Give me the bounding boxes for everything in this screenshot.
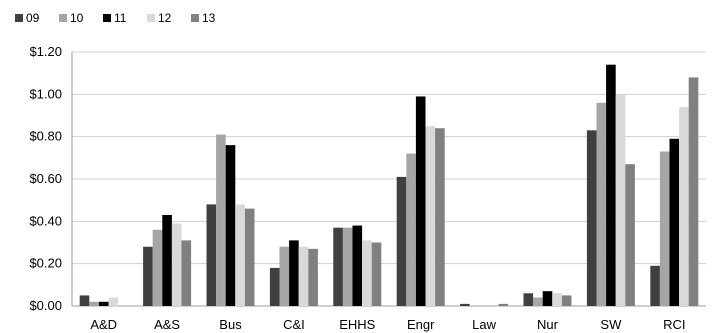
y-tick-label: $0.80 [29, 129, 62, 144]
bar-ehhs-12 [362, 240, 372, 306]
bar-as-09 [143, 246, 153, 306]
bar-nur-12 [552, 293, 562, 306]
bar-ci-12 [298, 246, 309, 306]
bar-bus-10 [216, 134, 226, 306]
bar-ehhs-11 [352, 225, 363, 306]
bar-rci-13 [688, 77, 699, 307]
bar-rci-12 [679, 107, 689, 307]
bar-ci-09 [269, 267, 280, 306]
x-tick-label: C&I [283, 317, 305, 332]
bar-nur-11 [542, 291, 553, 306]
bar-ci-13 [308, 248, 318, 306]
x-tick-label: A&D [90, 317, 117, 332]
legend-swatch [59, 14, 67, 22]
bar-nur-13 [561, 295, 572, 306]
bar-ci-11 [289, 240, 299, 306]
bar-as-13 [181, 240, 192, 306]
bar-rci-10 [659, 151, 670, 306]
bar-ad-10 [89, 301, 99, 306]
bar-ci-10 [279, 246, 290, 306]
bar-as-11 [162, 214, 172, 306]
y-tick-label: $1.20 [29, 44, 62, 59]
legend-swatch [15, 14, 23, 22]
bar-sw-13 [625, 164, 635, 306]
x-tick-label: Nur [537, 317, 559, 332]
bar-as-10 [152, 229, 163, 306]
legend-item-11: 11 [103, 11, 127, 25]
bar-engr-11 [415, 96, 426, 306]
y-tick-label: $0.00 [29, 298, 62, 313]
bar-ad-11 [98, 301, 109, 306]
x-tick-label: EHHS [339, 317, 375, 332]
bar-law-13 [498, 303, 509, 306]
y-tick-label: $0.20 [29, 256, 62, 271]
x-tick-label: SW [600, 317, 622, 332]
x-tick-label: Engr [407, 317, 435, 332]
bar-nur-09 [523, 293, 534, 306]
legend-swatch [147, 14, 155, 22]
legend-swatch [191, 14, 199, 22]
bar-ehhs-09 [333, 227, 343, 306]
bar-rci-09 [650, 265, 660, 306]
bar-bus-12 [235, 204, 245, 306]
x-axis: A&D A&S Bus C&I EHHS Engr Law Nur SW RCI [90, 317, 685, 332]
x-tick-label: RCI [663, 317, 685, 332]
bar-ehhs-13 [371, 242, 382, 306]
x-tick-label: Bus [219, 317, 242, 332]
legend: 09 10 11 12 13 [15, 11, 216, 25]
bar-sw-10 [596, 102, 607, 306]
legend-item-10: 10 [59, 11, 84, 25]
bar-as-12 [171, 223, 182, 306]
bar-engr-09 [396, 176, 407, 306]
bar-ad-12 [108, 297, 119, 306]
legend-swatch [103, 14, 111, 22]
x-tick-label: Law [472, 317, 496, 332]
y-axis: $0.00 $0.20 $0.40 $0.60 $0.80 $1.00 $1.20 [29, 44, 706, 313]
bar-sw-09 [586, 130, 597, 306]
bar-engr-13 [435, 128, 445, 306]
bar-sw-12 [615, 94, 626, 306]
bar-sw-11 [606, 64, 616, 306]
legend-item-09: 09 [15, 11, 40, 25]
bar-bus-11 [225, 145, 236, 306]
bar-engr-10 [406, 153, 416, 306]
bar-engr-12 [425, 126, 436, 306]
bar-law-09 [460, 303, 470, 306]
x-tick-label: A&S [154, 317, 180, 332]
legend-label: 11 [114, 11, 127, 25]
legend-label: 09 [26, 11, 40, 25]
bar-nur-10 [533, 297, 543, 306]
bar-ad-09 [79, 295, 90, 306]
bar-rci-11 [669, 138, 680, 306]
legend-item-13: 13 [191, 11, 216, 25]
bar-ehhs-10 [342, 227, 353, 306]
y-tick-label: $0.60 [29, 171, 62, 186]
bar-bus-09 [206, 204, 217, 306]
bar-bus-13 [244, 208, 255, 306]
y-tick-label: $1.00 [29, 86, 62, 101]
legend-label: 10 [70, 11, 84, 25]
bars [79, 64, 699, 307]
legend-label: 13 [202, 11, 216, 25]
legend-item-12: 12 [147, 11, 172, 25]
legend-label: 12 [158, 11, 172, 25]
y-tick-label: $0.40 [29, 213, 62, 228]
